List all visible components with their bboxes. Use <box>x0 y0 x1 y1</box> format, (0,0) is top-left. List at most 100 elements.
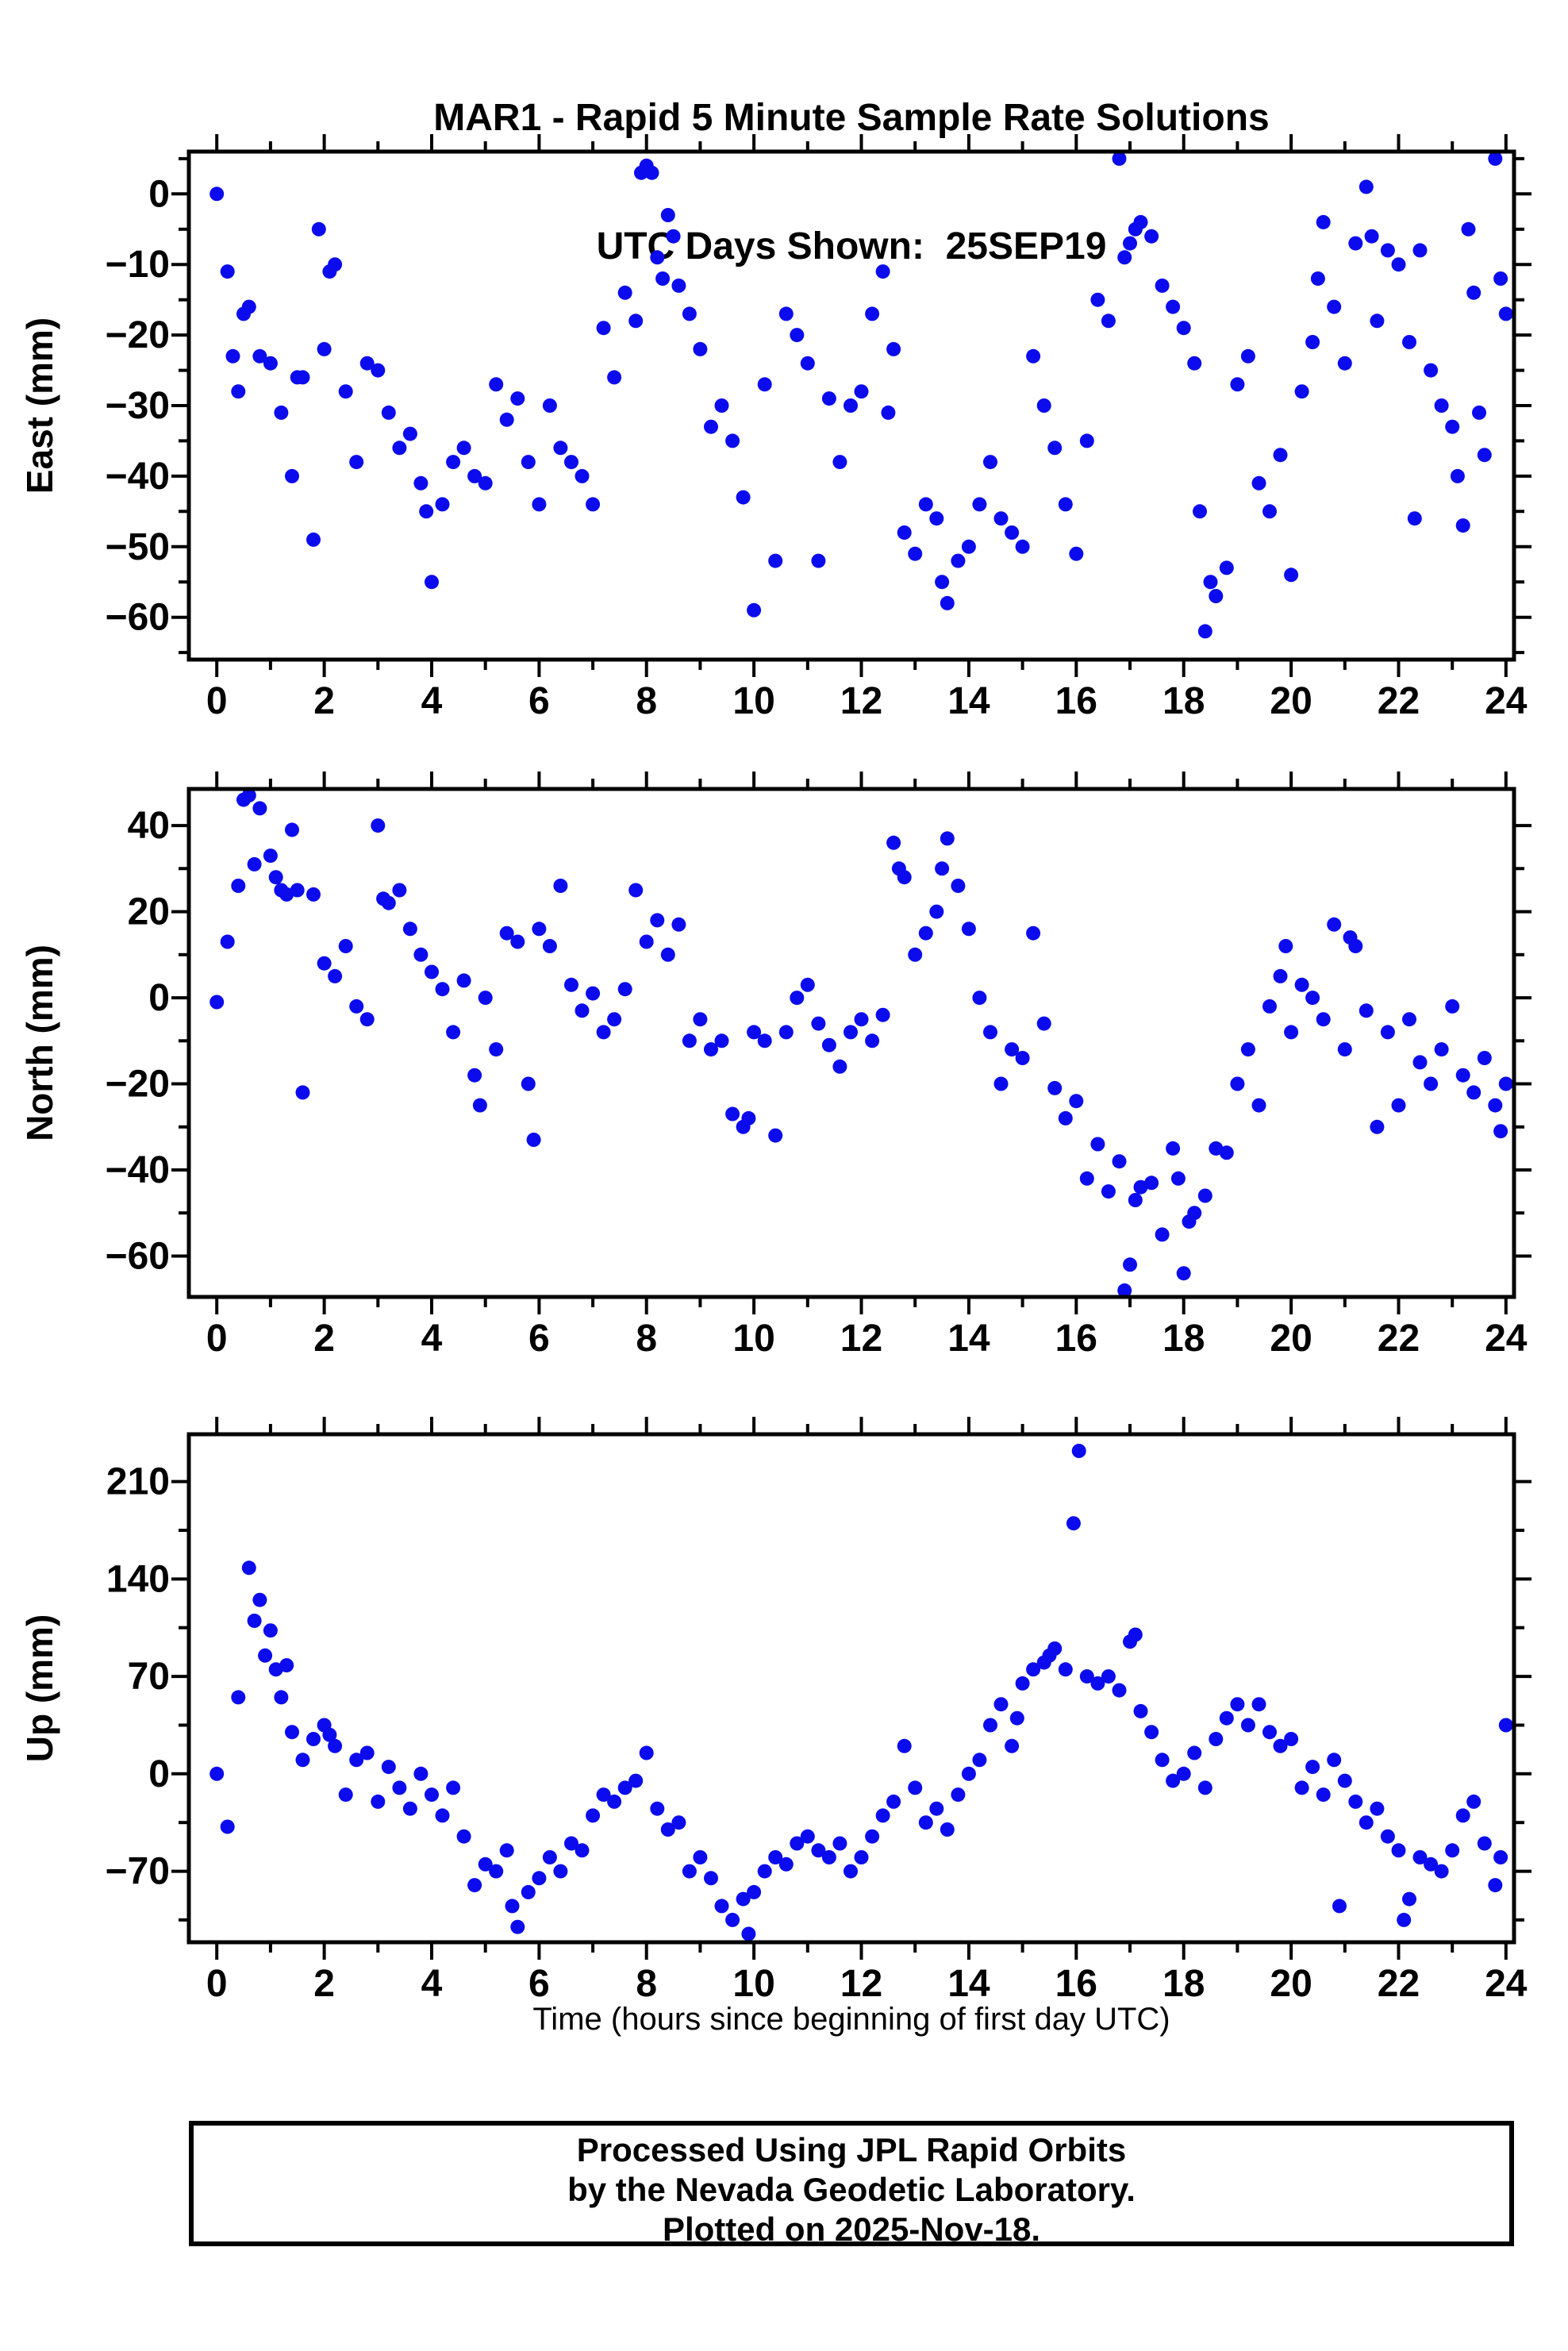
data-point <box>1090 1137 1105 1152</box>
east-xtick-label: 20 <box>1270 680 1312 722</box>
data-point <box>467 468 482 483</box>
east-xtick-label: 16 <box>1055 680 1097 722</box>
data-point <box>510 391 525 406</box>
east-xtick-label: 12 <box>840 680 882 722</box>
data-point <box>1488 1878 1503 1893</box>
data-point <box>1305 991 1320 1006</box>
data-point <box>1117 250 1132 265</box>
data-point <box>935 575 950 590</box>
data-point <box>489 1864 504 1879</box>
data-point <box>844 398 858 413</box>
data-point <box>338 384 353 399</box>
data-point <box>1273 968 1288 983</box>
east-xtick-label: 18 <box>1163 680 1205 722</box>
data-point <box>811 1016 826 1031</box>
data-point <box>413 947 429 962</box>
up-xtick-label: 14 <box>947 1963 990 2005</box>
data-point <box>564 1836 578 1851</box>
data-point <box>983 1718 997 1733</box>
data-point <box>1305 1760 1320 1775</box>
data-point <box>778 1025 794 1040</box>
data-point <box>241 299 256 314</box>
data-point <box>854 1012 869 1027</box>
data-point <box>725 433 740 448</box>
data-point <box>1380 1829 1395 1844</box>
data-point <box>1493 1124 1508 1139</box>
data-point <box>371 363 386 378</box>
data-point <box>306 532 321 547</box>
data-point <box>993 1697 1009 1712</box>
data-point <box>1026 925 1041 941</box>
x-axis-label: Time (hours since beginning of first day… <box>532 2002 1170 2037</box>
up-ytick-label: 70 <box>128 1656 170 1698</box>
data-point <box>1058 1662 1073 1677</box>
data-point <box>800 977 815 992</box>
data-point <box>1079 433 1094 448</box>
data-point <box>951 1787 966 1803</box>
data-point <box>1128 1193 1143 1207</box>
data-point <box>1316 214 1331 229</box>
east-xtick-label: 6 <box>528 680 550 722</box>
data-point <box>666 229 681 244</box>
up-ytick-label: 0 <box>148 1753 170 1795</box>
data-point <box>586 1808 601 1823</box>
data-point <box>1412 1850 1428 1864</box>
data-point <box>472 1098 487 1113</box>
data-point <box>1155 1753 1170 1768</box>
data-point <box>306 1732 321 1746</box>
data-point <box>1359 179 1374 194</box>
data-point <box>821 391 836 406</box>
data-point <box>1337 356 1352 371</box>
data-point <box>1155 1227 1170 1242</box>
data-point <box>747 1025 762 1040</box>
data-point <box>575 468 590 483</box>
east-xtick-label: 2 <box>313 680 335 722</box>
data-point <box>1128 1627 1143 1642</box>
data-point <box>617 1780 632 1795</box>
data-point <box>1209 1732 1224 1746</box>
data-point <box>1332 1899 1347 1914</box>
data-point <box>446 1025 461 1040</box>
data-point <box>736 1891 751 1907</box>
data-point <box>1348 939 1363 953</box>
east-xtick-label: 22 <box>1378 680 1420 722</box>
data-point <box>1412 243 1428 258</box>
data-point <box>639 934 654 949</box>
data-point <box>1101 1184 1116 1199</box>
data-point <box>1230 377 1245 392</box>
up-xtick-label: 8 <box>636 1963 657 2005</box>
data-point <box>1273 448 1288 463</box>
data-point <box>1209 589 1224 603</box>
data-point <box>220 1819 235 1834</box>
data-point <box>263 1623 278 1638</box>
data-point <box>1445 1843 1460 1858</box>
data-point <box>1348 1794 1363 1809</box>
data-point <box>553 879 568 893</box>
data-point <box>328 257 343 272</box>
data-point <box>961 922 976 937</box>
data-point <box>617 982 632 997</box>
north-ytick-label: 20 <box>128 891 170 933</box>
data-point <box>247 1614 262 1628</box>
data-point <box>1262 1725 1277 1740</box>
footer-line-2: by the Nevada Geodetic Laboratory. <box>567 2171 1136 2208</box>
up-xtick-label: 12 <box>840 1963 882 2005</box>
data-point <box>628 1773 644 1788</box>
data-point <box>456 1829 471 1844</box>
north-axis-title: North (mm) <box>19 945 60 1141</box>
data-point <box>1015 539 1030 554</box>
data-point <box>1047 1080 1063 1095</box>
data-point <box>279 887 294 902</box>
data-point <box>542 939 557 953</box>
data-point <box>311 221 326 237</box>
north-xtick-label: 10 <box>732 1318 774 1360</box>
data-point <box>1015 1676 1030 1691</box>
data-point <box>1101 1669 1116 1684</box>
data-point <box>778 306 794 321</box>
data-point <box>510 1919 525 1934</box>
east-ytick-label: −40 <box>106 456 170 498</box>
data-point <box>1219 1145 1234 1160</box>
